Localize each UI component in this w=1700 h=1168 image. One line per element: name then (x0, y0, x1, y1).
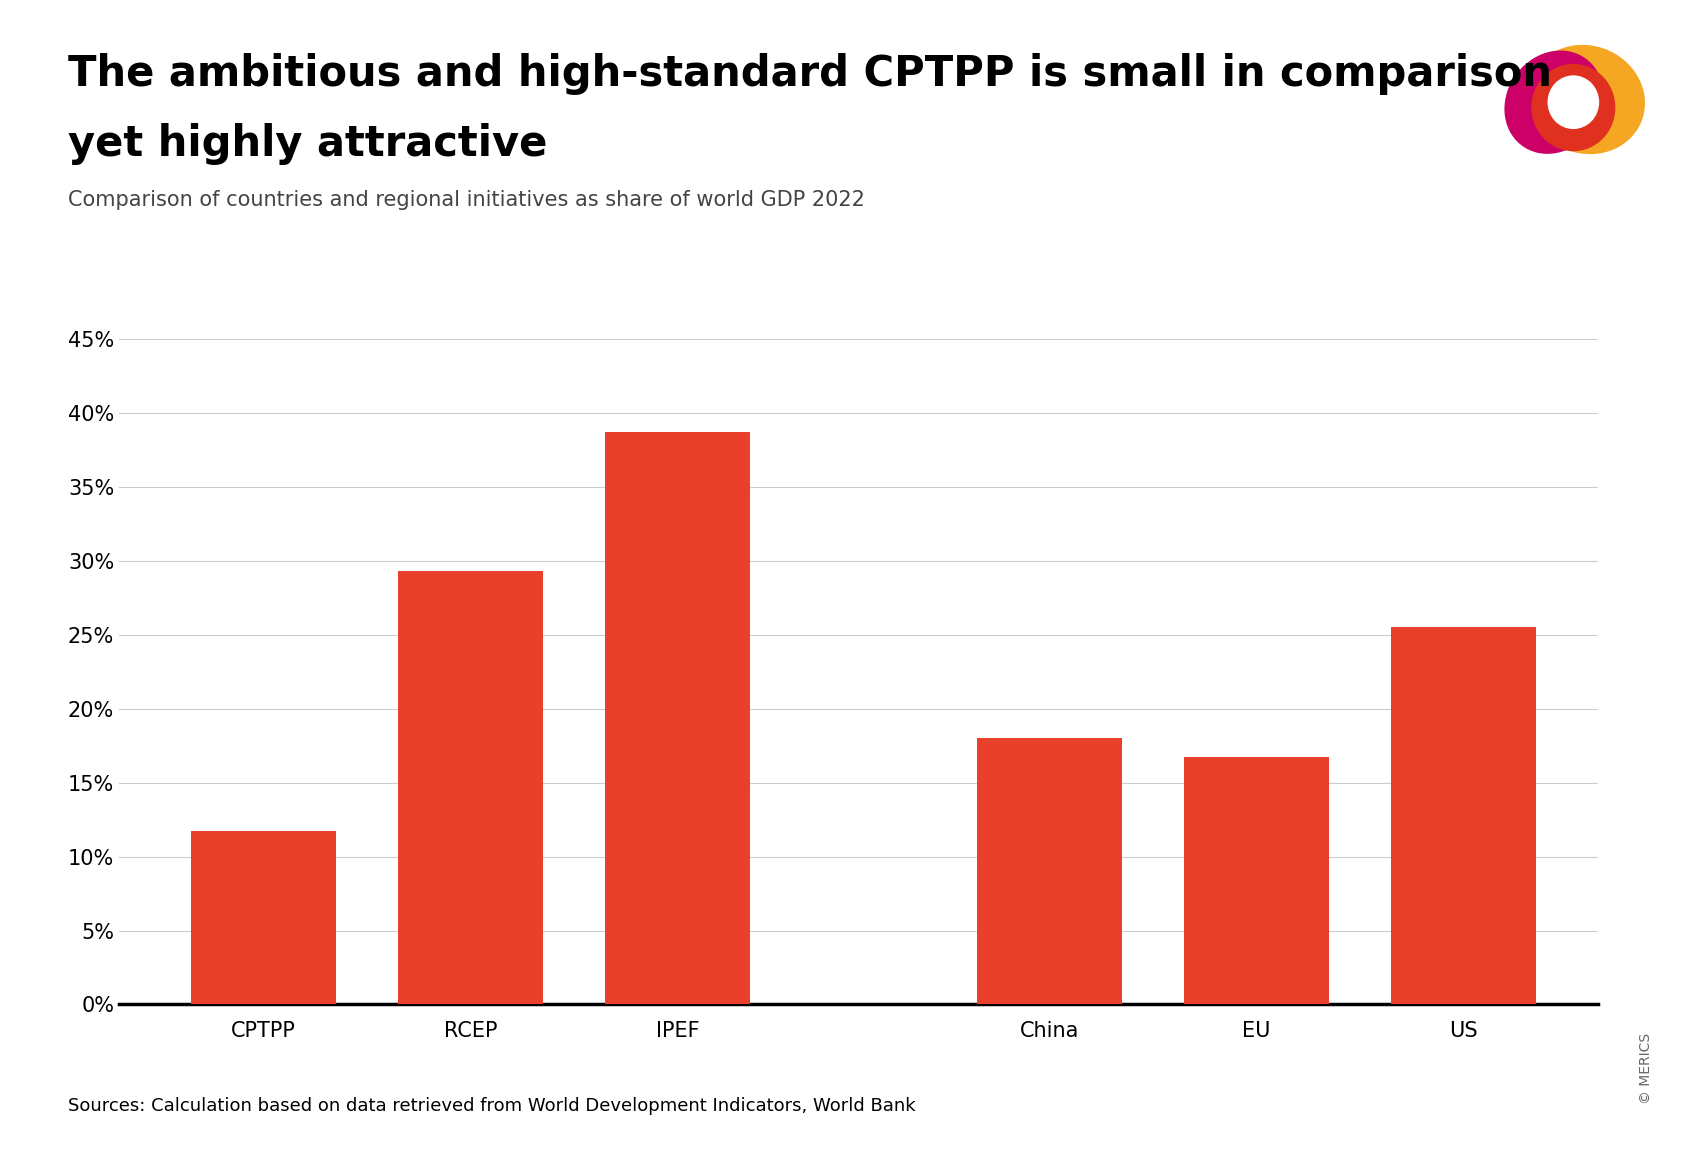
Bar (192, 832, 337, 1004)
Bar (605, 432, 750, 1004)
Text: © MERICS: © MERICS (1639, 1033, 1652, 1104)
Ellipse shape (1504, 50, 1603, 154)
Ellipse shape (1547, 76, 1600, 130)
Text: Sources: Calculation based on data retrieved from World Development Indicators, : Sources: Calculation based on data retri… (68, 1098, 916, 1115)
Ellipse shape (1528, 44, 1646, 154)
Text: Comparison of countries and regional initiatives as share of world GDP 2022: Comparison of countries and regional ini… (68, 190, 865, 210)
Bar (977, 738, 1122, 1004)
Bar (1391, 627, 1535, 1004)
Bar (398, 571, 542, 1004)
Text: yet highly attractive: yet highly attractive (68, 123, 547, 165)
Bar (1185, 757, 1329, 1004)
Ellipse shape (1532, 64, 1615, 151)
Text: The ambitious and high-standard CPTPP is small in comparison: The ambitious and high-standard CPTPP is… (68, 53, 1552, 95)
